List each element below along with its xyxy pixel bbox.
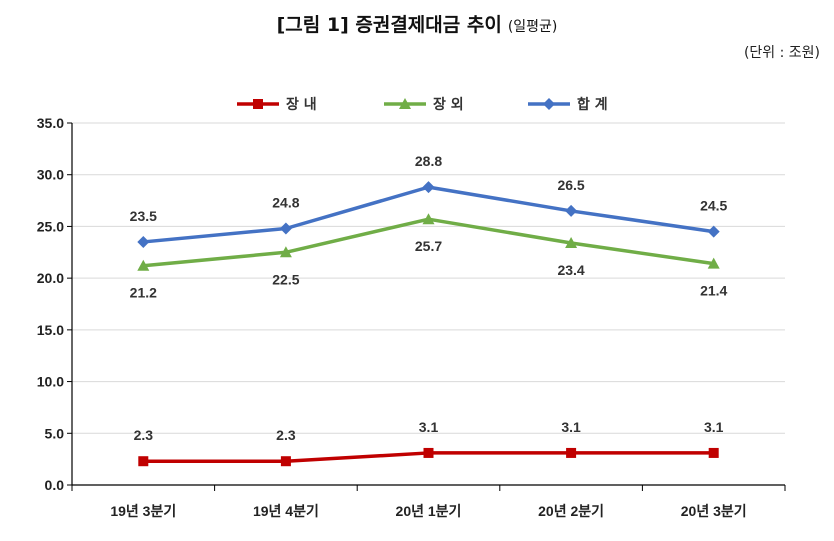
data-label: 21.4 <box>700 283 727 299</box>
legend-label-2: 장 외 <box>433 96 464 113</box>
x-tick-label: 20년 1분기 <box>396 503 462 519</box>
legend-marker-3 <box>543 98 555 110</box>
y-tick-label: 25.0 <box>37 218 64 234</box>
data-label: 3.1 <box>419 419 439 435</box>
x-tick-label: 20년 2분기 <box>538 503 604 519</box>
y-tick-label: 35.0 <box>37 115 64 131</box>
chart-subtitle: (일평균) <box>507 19 558 35</box>
data-label: 24.5 <box>700 198 727 214</box>
y-tick-label: 15.0 <box>37 322 64 338</box>
data-label: 2.3 <box>134 427 154 443</box>
y-tick-label: 20.0 <box>37 270 64 286</box>
chart-title: [그림 1] 증권결제대금 추이 (일평균) <box>0 10 834 37</box>
data-point-2 <box>707 257 720 269</box>
data-point-3 <box>137 235 150 248</box>
data-point-2 <box>279 246 292 258</box>
data-label: 28.8 <box>415 153 442 169</box>
data-point-3 <box>565 204 578 217</box>
y-tick-label: 5.0 <box>45 425 65 441</box>
data-point-3 <box>422 181 435 194</box>
chart-title-text: [그림 1] 증권결제대금 추이 <box>276 14 502 36</box>
data-label: 3.1 <box>704 419 724 435</box>
legend-label-3: 합 계 <box>577 96 608 113</box>
x-tick-label: 19년 4분기 <box>253 503 319 519</box>
data-point-1 <box>423 447 434 458</box>
legend-marker-1 <box>253 99 263 109</box>
data-point-2 <box>422 213 435 225</box>
unit-label: (단위 : 조원) <box>743 45 820 61</box>
data-point-2 <box>565 236 578 248</box>
y-tick-label: 30.0 <box>37 167 64 183</box>
data-label: 22.5 <box>272 271 299 287</box>
data-label: 21.2 <box>130 285 157 301</box>
data-label: 25.7 <box>415 238 442 254</box>
data-point-1 <box>566 447 577 458</box>
data-point-2 <box>137 259 150 271</box>
data-label: 24.8 <box>272 194 299 210</box>
data-point-3 <box>707 225 720 238</box>
data-point-1 <box>280 456 291 467</box>
legend-label-1: 장 내 <box>286 96 317 113</box>
data-label: 23.4 <box>557 262 584 278</box>
data-point-1 <box>138 456 149 467</box>
data-point-3 <box>279 222 292 235</box>
x-tick-label: 19년 3분기 <box>110 503 176 519</box>
data-point-1 <box>708 447 719 458</box>
y-tick-label: 0.0 <box>45 477 65 493</box>
x-tick-label: 20년 3분기 <box>681 503 747 519</box>
data-label: 2.3 <box>276 427 296 443</box>
y-tick-label: 10.0 <box>37 374 64 390</box>
data-label: 23.5 <box>130 208 157 224</box>
legend-marker-2 <box>399 98 411 109</box>
data-label: 3.1 <box>561 419 581 435</box>
data-label: 26.5 <box>557 177 584 193</box>
